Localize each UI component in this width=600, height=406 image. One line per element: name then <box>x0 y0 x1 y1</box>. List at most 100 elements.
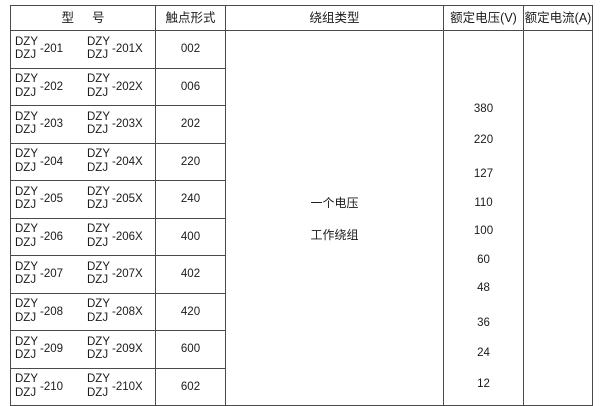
model-prefix-bottom: DZJ <box>15 274 37 287</box>
model-prefix-stack: DZY DZJ <box>15 336 38 363</box>
model-suffix: -204X <box>112 155 143 168</box>
model-cell: DZY DZJ -206 DZY DZJ -206X <box>10 217 156 256</box>
model-suffix: -205X <box>112 193 143 206</box>
model-group-standard: DZY DZJ -210 <box>11 373 83 400</box>
model-prefix-stack: DZY DZJ <box>87 111 110 138</box>
model-prefix-stack: DZY DZJ <box>87 186 110 213</box>
voltage-value: 100 <box>473 225 494 237</box>
model-prefix-top: DZY <box>15 223 38 236</box>
model-prefix-bottom: DZJ <box>87 386 109 399</box>
model-prefix-bottom: DZJ <box>87 274 109 287</box>
model-group-variant: DZY DZJ -204X <box>83 148 155 175</box>
model-group-standard: DZY DZJ -206 <box>11 223 83 250</box>
model-cell: DZY DZJ -209 DZY DZJ -209X <box>10 330 156 369</box>
model-prefix-top: DZY <box>15 110 38 123</box>
header-row: 型 号 触点形式 绕组类型 额定电压(V) 额定电流(A) <box>10 5 593 31</box>
model-prefix-stack: DZY DZJ <box>15 111 38 138</box>
relay-specification-table: 型 号 触点形式 绕组类型 额定电压(V) 额定电流(A) DZY DZJ <box>10 5 593 406</box>
model-prefix-top: DZY <box>87 110 110 123</box>
winding-type-line-2: 工作绕组 <box>310 227 359 242</box>
model-suffix: -207X <box>112 268 143 281</box>
contact-form-cell: 400 <box>155 217 226 256</box>
model-prefix-bottom: DZJ <box>87 49 109 62</box>
model-prefix-bottom: DZJ <box>15 199 37 212</box>
table-row: DZY DZJ -204 DZY DZJ -204X <box>10 142 593 181</box>
header-contact-form: 触点形式 <box>155 5 226 31</box>
model-cell: DZY DZJ -202 DZY DZJ -202X <box>10 67 156 106</box>
model-group-variant: DZY DZJ -201X <box>83 36 155 63</box>
model-prefix-stack: DZY DZJ <box>87 36 110 63</box>
model-prefix-top: DZY <box>15 260 38 273</box>
contact-form-cell: 202 <box>155 105 226 144</box>
model-prefix-top: DZY <box>87 35 110 48</box>
voltage-value: 12 <box>477 377 490 390</box>
voltage-value: 110 <box>474 196 493 209</box>
model-prefix-stack: DZY DZJ <box>15 148 38 175</box>
model-prefix-bottom: DZJ <box>15 86 37 99</box>
contact-form-cell: 002 <box>155 30 226 69</box>
model-prefix-top: DZY <box>15 148 38 161</box>
rated-voltage-cell: 380 220 127 110 100 60 48 36 24 12 <box>443 30 524 406</box>
model-prefix-top: DZY <box>15 298 38 311</box>
model-group-standard: DZY DZJ -202 <box>11 73 83 100</box>
model-suffix: -209 <box>40 343 64 356</box>
voltage-value: 36 <box>477 316 490 329</box>
model-group-variant: DZY DZJ -206X <box>83 223 155 250</box>
model-prefix-bottom: DZJ <box>87 161 109 174</box>
table-body: DZY DZJ -201 DZY DZJ -201X <box>10 30 593 406</box>
model-prefix-bottom: DZJ <box>15 386 37 399</box>
model-prefix-stack: DZY DZJ <box>87 298 110 325</box>
contact-form-cell: 600 <box>155 330 226 369</box>
model-suffix: -207 <box>40 268 64 281</box>
model-prefix-bottom: DZJ <box>87 236 109 249</box>
model-suffix: -201X <box>112 43 143 56</box>
model-cell: DZY DZJ -208 DZY DZJ -208X <box>10 292 156 331</box>
model-group-variant: DZY DZJ -205X <box>83 186 155 213</box>
table-row: DZY DZJ -201 DZY DZJ -201X <box>10 30 593 406</box>
header-winding-type: 绕组类型 <box>225 5 444 31</box>
model-suffix: -208X <box>112 305 143 318</box>
model-cell: DZY DZJ -204 DZY DZJ -204X <box>10 142 156 181</box>
table-row: DZY DZJ -202 DZY DZJ -202X <box>10 67 593 106</box>
model-prefix-top: DZY <box>87 148 110 161</box>
header-model: 型 号 <box>10 5 156 31</box>
voltage-value: 127 <box>473 168 494 180</box>
model-prefix-top: DZY <box>15 335 38 348</box>
table-header: 型 号 触点形式 绕组类型 额定电压(V) 额定电流(A) <box>10 5 593 31</box>
model-prefix-bottom: DZJ <box>15 161 37 174</box>
model-prefix-bottom: DZJ <box>87 349 109 362</box>
model-suffix: -208 <box>40 305 64 318</box>
model-group-standard: DZY DZJ -205 <box>11 186 83 213</box>
model-suffix: -203X <box>112 118 143 131</box>
model-prefix-top: DZY <box>87 298 110 311</box>
contact-form-cell: 402 <box>155 255 226 294</box>
model-suffix: -203 <box>40 118 64 131</box>
model-group-variant: DZY DZJ -203X <box>83 111 155 138</box>
model-prefix-top: DZY <box>87 73 110 86</box>
model-group-variant: DZY DZJ -209X <box>83 336 155 363</box>
model-suffix: -205 <box>40 193 64 206</box>
model-prefix-top: DZY <box>15 73 38 86</box>
table-row: DZY DZJ -203 DZY DZJ -203X <box>10 105 593 144</box>
header-rated-current: 额定电流(A) <box>523 5 593 31</box>
model-prefix-bottom: DZJ <box>15 236 37 249</box>
model-group-standard: DZY DZJ -201 <box>11 36 83 63</box>
model-prefix-stack: DZY DZJ <box>87 223 110 250</box>
model-cell: DZY DZJ -201 DZY DZJ -201X <box>10 30 156 69</box>
model-cell: DZY DZJ -203 DZY DZJ -203X <box>10 105 156 144</box>
model-prefix-stack: DZY DZJ <box>87 336 110 363</box>
model-prefix-stack: DZY DZJ <box>15 261 38 288</box>
model-prefix-stack: DZY DZJ <box>15 223 38 250</box>
voltage-value: 220 <box>473 133 494 146</box>
model-prefix-top: DZY <box>87 335 110 348</box>
model-group-standard: DZY DZJ -204 <box>11 148 83 175</box>
model-prefix-top: DZY <box>87 373 110 386</box>
table-row: DZY DZJ -209 DZY DZJ -209X <box>10 330 593 369</box>
model-suffix: -202 <box>40 80 64 93</box>
model-cell: DZY DZJ -205 DZY DZJ -205X <box>10 180 156 219</box>
voltage-value: 24 <box>477 347 490 359</box>
rated-current-cell <box>523 30 593 406</box>
model-prefix-stack: DZY DZJ <box>15 298 38 325</box>
header-rated-voltage: 额定电压(V) <box>443 5 524 31</box>
